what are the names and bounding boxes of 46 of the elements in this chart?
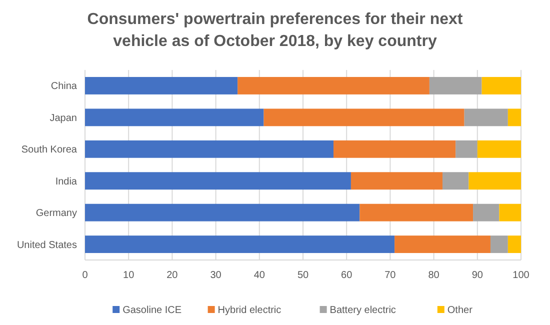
bar	[508, 236, 521, 254]
bar	[508, 108, 521, 126]
y-tick-label: Germany	[36, 208, 77, 220]
bar	[490, 236, 508, 254]
bar	[85, 76, 238, 94]
y-tick-label: United States	[16, 240, 77, 251]
bar	[456, 140, 478, 158]
bar	[334, 140, 456, 158]
x-tick-label: 0	[82, 270, 88, 281]
bar	[85, 108, 264, 126]
x-tick-label: 60	[341, 270, 353, 281]
chart-title: Consumers' powertrain preferences for their next vehicle as of October 2018, by key country	[87, 11, 464, 50]
bar	[394, 236, 490, 254]
bar	[464, 108, 508, 126]
bar	[350, 172, 443, 190]
bar	[360, 204, 474, 222]
x-tick-label: 30	[210, 270, 222, 281]
bar	[442, 172, 469, 190]
x-tick-label: 90	[472, 270, 484, 281]
legend-label: Hybrid electric	[218, 305, 282, 316]
bar	[473, 204, 500, 222]
legend-label: Gasoline ICE	[122, 305, 182, 316]
y-tick-label: China	[50, 81, 78, 92]
legend-label: Battery electric	[330, 305, 396, 316]
x-tick-label: 50	[297, 270, 309, 281]
x-tick-label: 70	[384, 270, 396, 281]
x-tick-label: 40	[254, 270, 266, 281]
bar	[85, 172, 351, 190]
bar	[85, 236, 395, 254]
x-tick-label: 80	[428, 270, 440, 281]
bar	[85, 140, 334, 158]
legend-label: Other	[447, 305, 474, 316]
x-tick-label: 100	[512, 270, 530, 281]
x-tick-label: 10	[123, 270, 135, 281]
bar	[468, 172, 521, 190]
y-tick-label: Japan	[50, 112, 77, 124]
bar	[482, 76, 521, 94]
bar	[429, 76, 482, 94]
bar	[499, 204, 521, 222]
bar	[264, 108, 464, 126]
y-tick-label: South Korea	[21, 144, 78, 156]
bar	[238, 76, 430, 94]
x-tick-label: 20	[166, 270, 178, 281]
bar	[477, 140, 521, 158]
bar	[85, 204, 360, 222]
y-tick-label: India	[55, 176, 78, 188]
